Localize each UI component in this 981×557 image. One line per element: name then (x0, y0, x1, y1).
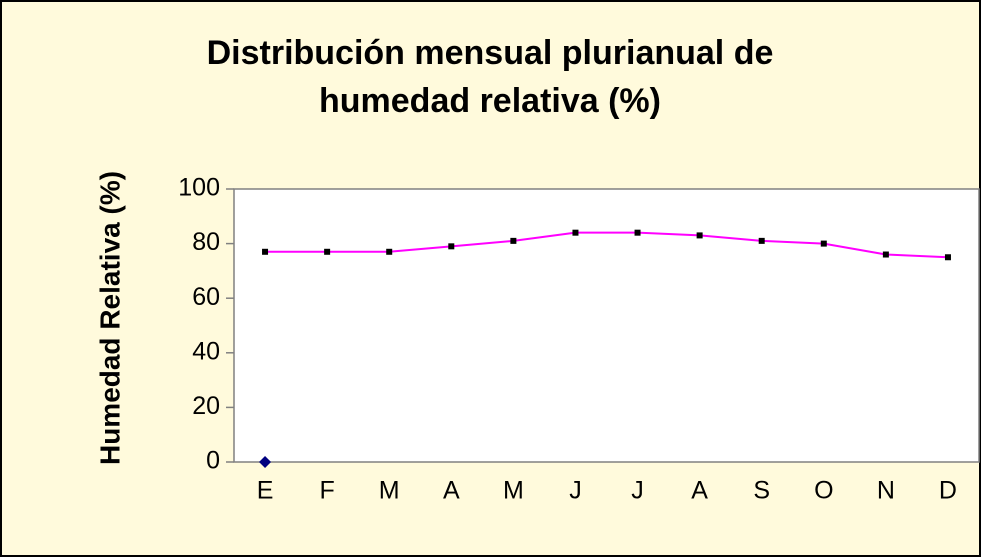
point-marker (696, 232, 703, 239)
point-marker (259, 456, 272, 468)
chart-title: Distribución mensual plurianual de (207, 34, 774, 72)
y-tick-label: 100 (178, 174, 220, 202)
x-tick-label: S (753, 477, 770, 505)
x-tick-label: J (569, 477, 582, 505)
point-marker (758, 237, 765, 244)
point-marker (944, 254, 951, 261)
x-tick-label: F (319, 477, 334, 505)
point-marker (448, 243, 455, 250)
y-tick-label: 40 (192, 337, 220, 365)
x-tick-label: A (691, 477, 708, 505)
point-marker (324, 248, 331, 255)
x-tick-label: J (631, 477, 644, 505)
plot-area (233, 188, 980, 463)
x-tick-label: O (814, 477, 833, 505)
y-axis-label: Humedad Relativa (%) (94, 171, 125, 465)
x-tick-label: D (939, 477, 957, 505)
point-marker (882, 251, 889, 258)
point-marker (634, 229, 641, 236)
y-tick-label: 60 (192, 283, 220, 311)
x-tick-label: E (257, 477, 274, 505)
y-tick-label: 20 (192, 392, 220, 420)
series-line (265, 231, 949, 259)
chart-title: humedad relativa (%) (319, 82, 661, 120)
x-tick-label: A (443, 477, 460, 505)
x-tick-label: M (379, 477, 400, 505)
point-marker (262, 248, 269, 255)
point-marker (820, 240, 827, 247)
x-tick-label: M (503, 477, 524, 505)
y-tick-label: 0 (206, 447, 220, 475)
x-tick-label: N (877, 477, 895, 505)
point-marker (572, 229, 579, 236)
point-marker (386, 248, 393, 255)
y-tick-label: 80 (192, 228, 220, 256)
point-marker (510, 237, 517, 244)
